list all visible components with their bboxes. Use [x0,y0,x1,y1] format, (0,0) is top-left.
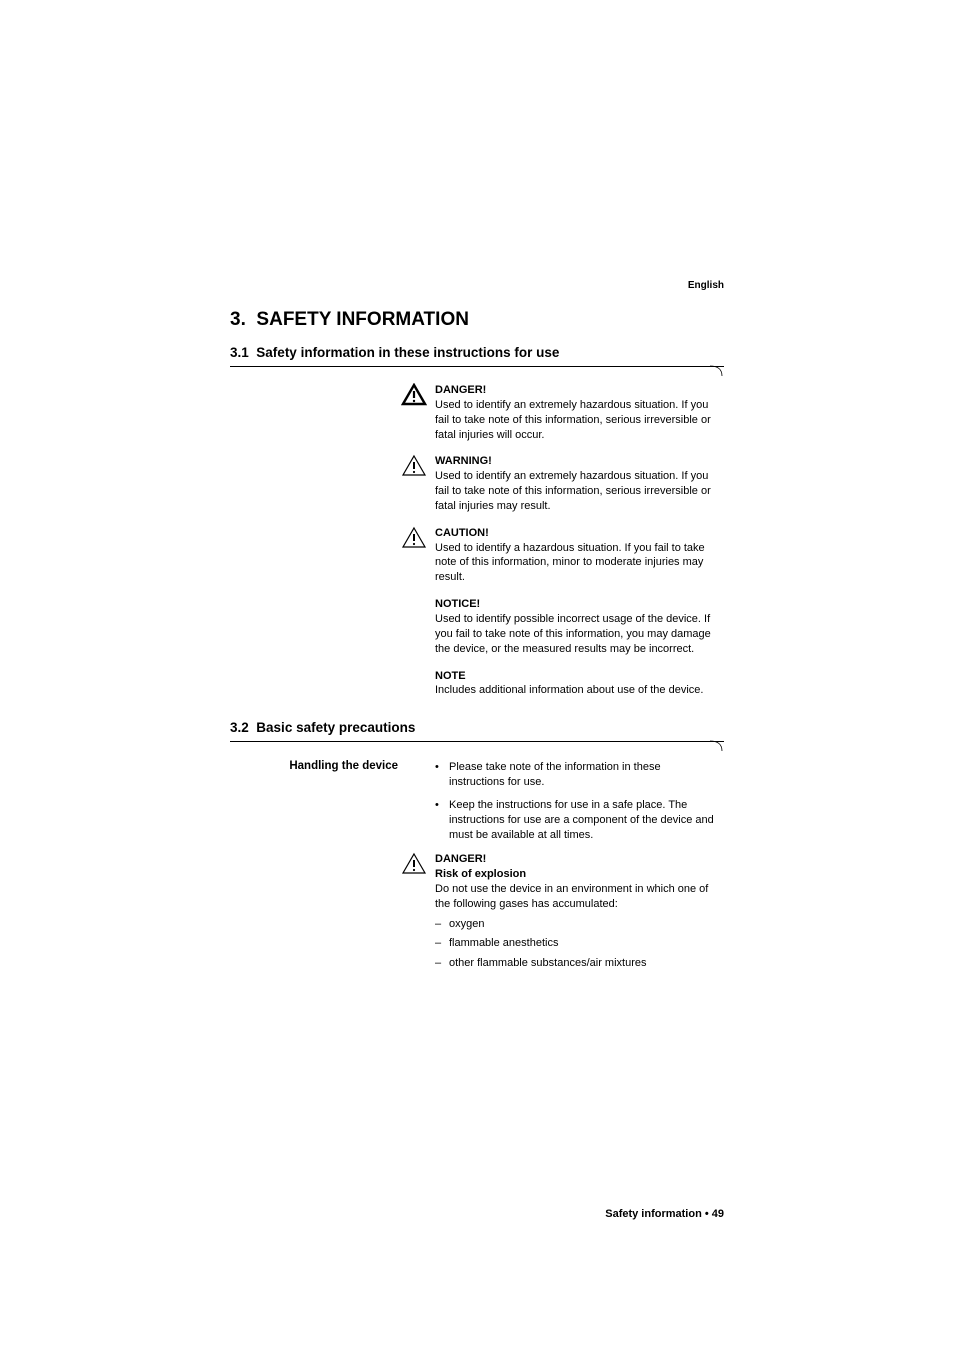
list-item: flammable anesthetics [435,935,717,952]
note-block: NOTE Includes additional information abo… [435,669,717,699]
section-title: 3.2 Basic safety precautions [230,720,724,735]
page-content: English 3. SAFETY INFORMATION 3.1 Safety… [230,280,724,983]
notice-block: NOTICE! Used to identify possible incorr… [435,597,717,656]
danger-block: DANGER! Used to identify an extremely ha… [435,383,717,442]
list-item: Please take note of the information in t… [435,760,717,790]
section-title-text: Safety information in these instructions… [256,345,559,360]
chapter-number: 3. [230,309,246,330]
section-number: 3.1 [230,345,249,360]
rule-hook-icon [710,737,724,751]
danger-label: DANGER! [435,383,717,398]
caution-label: CAUTION! [435,526,717,541]
section-1-content: DANGER! Used to identify an extremely ha… [435,383,717,698]
danger-text: Do not use the device in an environment … [435,882,717,912]
warning-label: WARNING! [435,454,717,469]
danger-subtitle: Risk of explosion [435,867,717,882]
section-rule [230,366,724,367]
section-title: 3.1 Safety information in these instruct… [230,345,724,360]
note-label: NOTE [435,669,717,684]
warning-block: WARNING! Used to identify an extremely h… [435,454,717,513]
chapter-title-text: SAFETY INFORMATION [256,309,469,330]
page-footer: Safety information • 49 [605,1208,724,1220]
notice-text: Used to identify possible incorrect usag… [435,612,717,657]
section-rule [230,741,724,742]
section-number: 3.2 [230,720,249,735]
handling-bullets: Handling the device Please take note of … [435,760,717,842]
section-title-text: Basic safety precautions [256,720,415,735]
warning-triangle-icon [401,454,427,477]
warning-triangle-icon [401,383,427,406]
danger-label: DANGER! [435,852,717,867]
chapter-title: 3. SAFETY INFORMATION [230,309,724,331]
warning-triangle-icon [401,852,427,875]
list-item: other flammable substances/air mixtures [435,955,717,972]
caution-block: CAUTION! Used to identify a hazardous si… [435,526,717,585]
list-item: Keep the instructions for use in a safe … [435,798,717,843]
sidebar-label: Handling the device [233,760,398,772]
rule-hook-icon [710,362,724,376]
note-text: Includes additional information about us… [435,683,717,698]
caution-text: Used to identify a hazardous situation. … [435,541,717,586]
section-2-content: Handling the device Please take note of … [435,760,717,971]
notice-label: NOTICE! [435,597,717,612]
dash-list: oxygen flammable anesthetics other flamm… [435,916,717,972]
warning-text: Used to identify an extremely hazardous … [435,469,717,514]
list-item: oxygen [435,916,717,933]
warning-triangle-icon [401,526,427,549]
danger-explosion-block: DANGER! Risk of explosion Do not use the… [435,852,717,971]
danger-text: Used to identify an extremely hazardous … [435,398,717,443]
bullet-list: Please take note of the information in t… [435,760,717,842]
language-header: English [230,280,724,291]
